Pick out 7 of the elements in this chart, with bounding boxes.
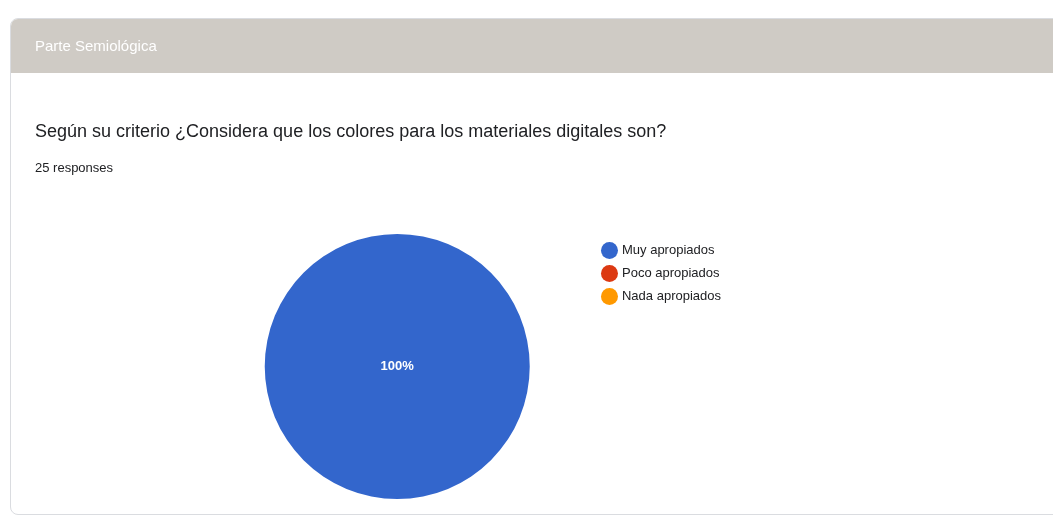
chart-title: Según su criterio ¿Considera que los colores para los materiales digitales son? xyxy=(35,121,667,142)
legend-label: Poco apropiados xyxy=(621,265,721,281)
data-label: 100% xyxy=(380,358,415,374)
legend-label: Muy apropiados xyxy=(621,242,715,258)
text: Parte Semiológica xyxy=(11,19,1053,73)
legend-label: Nada apropiados xyxy=(621,288,722,304)
text: 25 responses xyxy=(35,160,114,175)
